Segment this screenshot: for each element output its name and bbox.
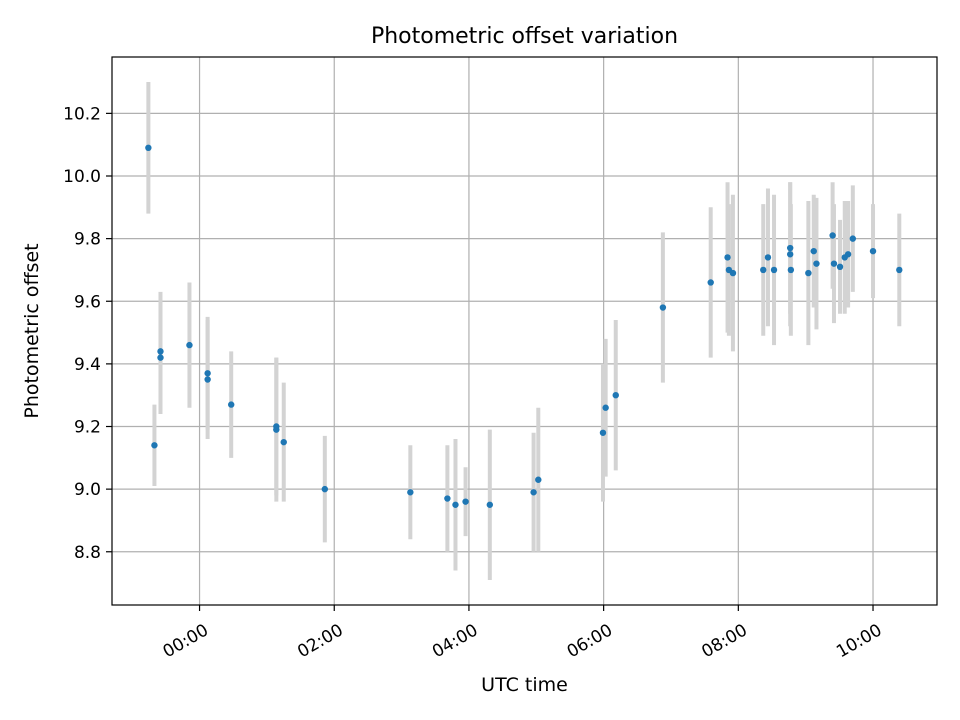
data-point [869, 247, 877, 255]
data-point [535, 476, 542, 483]
data-point [530, 489, 537, 496]
data-point [829, 232, 836, 239]
data-point [204, 376, 211, 383]
data-point [599, 429, 607, 436]
data-point [830, 260, 838, 267]
y-tick-label: 9.4 [74, 355, 101, 375]
data-point [770, 266, 778, 274]
data-point [810, 247, 817, 255]
data-point [805, 269, 812, 277]
x-axis-label: UTC time [481, 674, 568, 696]
data-point [486, 501, 494, 508]
data-point [186, 341, 193, 349]
data-point [280, 438, 287, 446]
y-tick-label: 8.8 [74, 543, 101, 563]
y-tick-label: 9.6 [74, 292, 101, 312]
data-point [444, 495, 451, 502]
y-tick-label: 10.0 [63, 167, 101, 187]
data-point [787, 266, 795, 274]
data-point [612, 391, 619, 399]
y-tick-label: 9.8 [74, 230, 101, 250]
data-point [157, 354, 164, 361]
data-point [659, 304, 667, 311]
data-point [813, 260, 820, 267]
grid-lines [112, 57, 937, 605]
y-tick-label: 10.2 [63, 104, 101, 124]
data-point [462, 498, 469, 505]
data-point [836, 263, 844, 271]
data-point [786, 251, 794, 258]
y-tick-label: 9.0 [74, 480, 101, 500]
y-axis-ticks: 8.8 9.0 9.2 9.4 9.6 9.8 10.0 10.2 [63, 104, 112, 563]
data-point [273, 426, 280, 433]
data-points [145, 144, 903, 508]
y-tick-label: 9.2 [74, 418, 101, 438]
data-point [157, 348, 164, 355]
data-point [786, 244, 794, 252]
data-point [764, 254, 772, 261]
plot-area-frame [111, 56, 938, 606]
chart-title: Photometric offset variation [371, 24, 678, 49]
data-point [151, 442, 158, 449]
data-point [228, 401, 235, 408]
data-point [849, 235, 857, 242]
data-point [896, 266, 903, 274]
data-point [452, 501, 459, 508]
data-point [145, 144, 152, 152]
data-point [724, 254, 731, 261]
data-point [760, 266, 767, 274]
data-point [204, 370, 211, 377]
y-axis-label: Photometric offset [21, 243, 43, 418]
data-point [602, 404, 609, 411]
data-point [321, 485, 329, 493]
data-point [844, 251, 852, 258]
data-point [407, 489, 414, 496]
data-point [729, 269, 737, 277]
data-point [707, 279, 714, 286]
